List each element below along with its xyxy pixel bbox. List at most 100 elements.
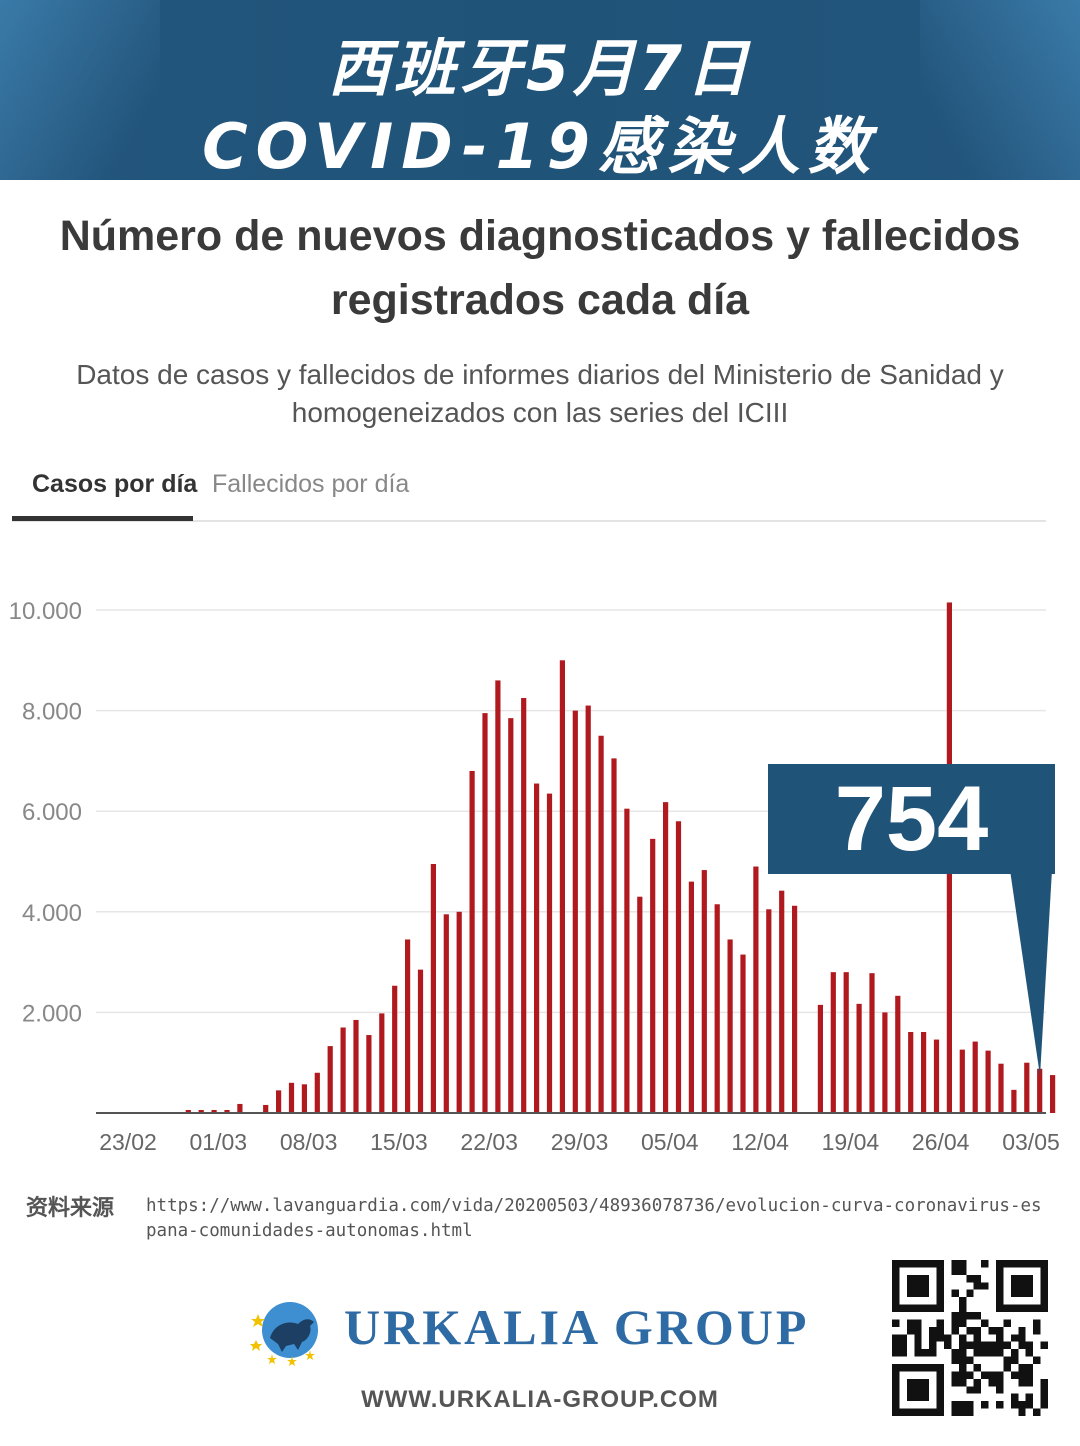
bar-30-04[interactable] xyxy=(959,1049,965,1113)
x-tick-label: 01/03 xyxy=(190,1129,248,1155)
bar-12-04[interactable] xyxy=(727,939,733,1113)
website-link[interactable]: WWW.URKALIA-GROUP.COM xyxy=(361,1386,719,1413)
bar-02-03[interactable] xyxy=(198,1109,204,1113)
x-tick-label: 19/04 xyxy=(822,1129,880,1155)
callout-pointer xyxy=(1010,870,1052,1076)
bar-08-03[interactable] xyxy=(276,1090,282,1113)
x-tick-label: 26/04 xyxy=(912,1129,970,1155)
banner-title-line1: 西班牙5月7日 xyxy=(327,32,753,105)
source-link[interactable]: https://www.lavanguardia.com/vida/202005… xyxy=(146,1196,1042,1241)
bar-21-04[interactable] xyxy=(843,972,849,1113)
chart-title: Número de nuevos diagnosticados y fallec… xyxy=(59,212,1021,324)
header-banner: 西班牙5月7日 COVID-19感染人数 xyxy=(0,0,1080,180)
y-tick-label: 8.000 xyxy=(22,699,82,726)
x-tick-label: 15/03 xyxy=(370,1129,428,1155)
bar-27-04[interactable] xyxy=(921,1032,927,1113)
bar-13-04[interactable] xyxy=(740,954,746,1113)
bar-24-03[interactable] xyxy=(482,713,488,1113)
bar-03-05[interactable] xyxy=(998,1063,1004,1113)
x-tick-label: 03/05 xyxy=(1002,1129,1060,1155)
bar-18-03[interactable] xyxy=(405,939,411,1113)
bar-14-03[interactable] xyxy=(353,1019,359,1113)
bar-30-03[interactable] xyxy=(559,660,565,1113)
bar-04-03[interactable] xyxy=(224,1109,230,1113)
bar-19-03[interactable] xyxy=(417,969,424,1113)
x-tick-label: 29/03 xyxy=(551,1129,609,1155)
bar-26-03[interactable] xyxy=(508,718,514,1113)
y-tick-label: 4.000 xyxy=(22,900,82,927)
bar-04-05[interactable] xyxy=(1011,1089,1017,1113)
source-label: 资料来源 xyxy=(26,1196,115,1221)
bar-11-03[interactable] xyxy=(314,1072,320,1113)
bar-15-03[interactable] xyxy=(366,1035,372,1113)
y-tick-label: 2.000 xyxy=(22,1000,82,1027)
bar-01-03[interactable] xyxy=(185,1109,191,1113)
tab-deaths-per-day[interactable]: Fallecidos por día xyxy=(212,470,410,498)
tab-cases-per-day[interactable]: Casos por día xyxy=(32,470,198,498)
bar-10-03[interactable] xyxy=(301,1084,307,1113)
bar-23-04[interactable] xyxy=(869,973,875,1113)
bar-19-04[interactable] xyxy=(817,1004,823,1113)
callout-latest-value: 754 xyxy=(834,768,989,870)
bar-chart: 2.000 4.000 6.000 8.000 10.000 23/02 01/03 08/… xyxy=(9,598,1060,1155)
bar-06-05[interactable] xyxy=(1037,1068,1043,1113)
banner-title-line2: COVID-19感染人数 xyxy=(202,110,878,180)
bar-16-04[interactable] xyxy=(779,890,785,1113)
chart-subtitle: Datos de casos y fallecidos de informes … xyxy=(76,359,1004,428)
bar-10-04[interactable] xyxy=(701,870,707,1113)
bar-23-03[interactable] xyxy=(469,770,475,1113)
banner-decoration-right xyxy=(920,0,1080,180)
y-axis-ticks: 2.000 4.000 6.000 8.000 10.000 xyxy=(9,598,82,1027)
bar-02-05[interactable] xyxy=(985,1050,991,1113)
bar-17-04[interactable] xyxy=(792,905,798,1113)
bar-07-05[interactable] xyxy=(1050,1075,1056,1113)
bar-11-04[interactable] xyxy=(714,904,720,1113)
bar-06-04[interactable] xyxy=(650,838,656,1113)
bar-25-03[interactable] xyxy=(495,680,501,1113)
bar-22-03[interactable] xyxy=(456,911,462,1113)
bar-07-04[interactable] xyxy=(663,802,669,1113)
brand-name: URKALIA GROUP xyxy=(344,1299,810,1355)
bar-02-04[interactable] xyxy=(598,735,604,1113)
y-tick-label: 6.000 xyxy=(22,799,82,826)
bar-01-05[interactable] xyxy=(972,1041,978,1113)
bar-21-03[interactable] xyxy=(443,914,449,1113)
bar-04-04[interactable] xyxy=(624,808,630,1113)
bar-13-03[interactable] xyxy=(340,1027,346,1113)
bar-28-03[interactable] xyxy=(534,783,540,1113)
bar-07-03[interactable] xyxy=(263,1104,269,1113)
bar-03-04[interactable] xyxy=(611,758,617,1113)
urkalia-logo-icon xyxy=(250,1302,318,1366)
bar-12-03[interactable] xyxy=(327,1046,333,1113)
bar-03-03[interactable] xyxy=(211,1109,217,1113)
bar-22-04[interactable] xyxy=(856,1003,862,1113)
bar-27-03[interactable] xyxy=(521,698,527,1113)
bar-25-04[interactable] xyxy=(895,995,901,1113)
banner-decoration-left xyxy=(0,0,160,180)
bar-24-04[interactable] xyxy=(882,1012,888,1113)
bar-28-04[interactable] xyxy=(933,1039,940,1113)
qr-code-icon[interactable] xyxy=(892,1260,1048,1416)
bar-14-04[interactable] xyxy=(753,866,759,1113)
bar-29-03[interactable] xyxy=(546,793,553,1113)
bar-08-04[interactable] xyxy=(675,821,682,1113)
x-tick-label: 12/04 xyxy=(731,1129,789,1155)
bar-05-04[interactable] xyxy=(637,896,643,1113)
x-axis-ticks: 23/02 01/03 08/03 15/03 22/03 29/03 05/04 12/04… xyxy=(99,1129,1060,1155)
bar-20-04[interactable] xyxy=(830,972,836,1113)
bar-20-03[interactable] xyxy=(430,864,436,1113)
bar-01-04[interactable] xyxy=(585,705,591,1113)
bar-15-04[interactable] xyxy=(766,909,772,1113)
bar-05-05[interactable] xyxy=(1024,1062,1030,1113)
bar-09-04[interactable] xyxy=(688,881,694,1113)
bar-05-03[interactable] xyxy=(237,1103,243,1113)
x-tick-label: 23/02 xyxy=(99,1129,157,1155)
tab-divider xyxy=(12,520,1046,522)
bar-09-03[interactable] xyxy=(288,1082,295,1113)
y-tick-label: 10.000 xyxy=(9,598,82,625)
bar-16-03[interactable] xyxy=(379,1013,385,1113)
bar-31-03[interactable] xyxy=(572,710,578,1113)
bar-17-03[interactable] xyxy=(392,985,398,1113)
bar-26-04[interactable] xyxy=(908,1032,914,1113)
x-tick-label: 22/03 xyxy=(460,1129,518,1155)
